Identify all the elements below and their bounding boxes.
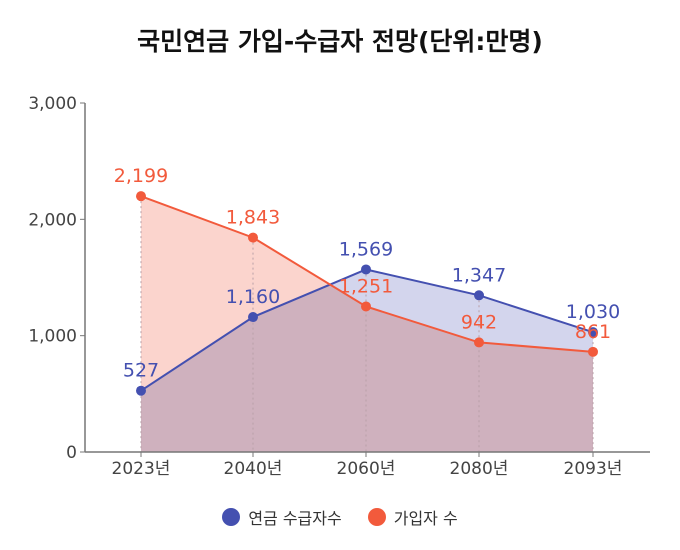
data-label: 942 — [461, 311, 497, 333]
data-point — [474, 290, 484, 301]
legend: 연금 수급자수 가입자 수 — [0, 505, 680, 529]
data-point — [136, 191, 146, 202]
data-label: 1,347 — [452, 264, 506, 286]
data-label: 1,843 — [226, 207, 280, 229]
data-point — [474, 337, 484, 348]
legend-label-subscribers: 가입자 수 — [393, 509, 458, 528]
y-tick-label: 2,000 — [28, 210, 77, 230]
data-point — [361, 264, 371, 275]
legend-marker-subscribers — [367, 508, 386, 526]
data-label: 1,251 — [339, 275, 393, 297]
data-label: 1,569 — [339, 238, 393, 260]
data-label: 1,160 — [226, 286, 280, 308]
x-tick-label: 2093년 — [564, 459, 623, 479]
chart-title: 국민연금 가입-수급자 전망(단위:만명) — [137, 27, 543, 56]
data-label: 861 — [575, 321, 611, 343]
legend-marker-recipients — [222, 508, 241, 526]
data-point — [248, 232, 258, 243]
y-tick-label: 1,000 — [28, 327, 77, 347]
data-point — [248, 312, 258, 323]
data-label: 1,030 — [566, 301, 620, 323]
x-tick-label: 2060년 — [337, 459, 396, 479]
data-point — [136, 385, 146, 396]
x-tick-label: 2040년 — [224, 459, 283, 479]
data-label: 527 — [123, 360, 159, 382]
data-point — [361, 301, 371, 312]
legend-item-subscribers: 가입자 수 — [367, 505, 458, 529]
x-tick-label: 2023년 — [112, 459, 171, 479]
data-label: 2,199 — [114, 165, 168, 187]
series-area-1 — [141, 196, 593, 452]
legend-item-recipients: 연금 수급자수 — [222, 505, 342, 529]
x-tick-label: 2080년 — [450, 459, 509, 479]
y-tick-label: 3,000 — [28, 94, 77, 114]
data-point — [588, 327, 598, 338]
data-point — [588, 346, 598, 357]
y-tick-label: 0 — [66, 443, 77, 463]
legend-label-recipients: 연금 수급자수 — [248, 509, 342, 528]
